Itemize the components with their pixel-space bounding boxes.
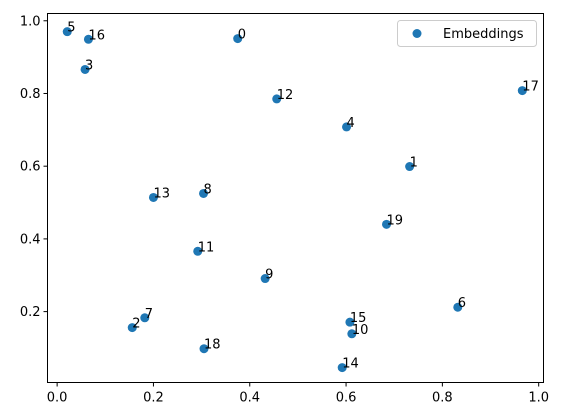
data-point-15 [345, 317, 355, 327]
point-label-16: 16 [88, 28, 105, 43]
y-tick-label: 0.6 [20, 160, 41, 175]
point-label-14: 14 [342, 357, 359, 372]
legend-marker [412, 29, 422, 38]
point-label-18: 18 [204, 338, 221, 353]
point-label-4: 4 [347, 116, 355, 131]
point-label-12: 12 [277, 88, 294, 103]
data-point-12 [272, 94, 282, 104]
data-point-5 [62, 27, 72, 37]
point-label-0: 0 [238, 28, 246, 43]
point-label-17: 17 [522, 80, 539, 95]
data-point-3 [80, 64, 90, 74]
plot-area [47, 13, 544, 383]
y-tick-label: 0.2 [20, 305, 41, 320]
point-label-9: 9 [265, 268, 273, 283]
point-label-15: 15 [350, 311, 367, 326]
data-point-9 [260, 274, 270, 284]
data-point-17 [517, 86, 527, 96]
data-point-0 [233, 34, 243, 44]
data-point-2 [127, 323, 137, 333]
data-point-14 [337, 363, 347, 373]
legend-label: Embeddings [443, 27, 524, 42]
data-point-19 [382, 219, 392, 229]
point-label-8: 8 [204, 182, 212, 197]
x-tick-label: 1.0 [528, 391, 549, 406]
point-label-7: 7 [145, 307, 153, 322]
x-axis-ticks: 0.0 0.2 0.4 0.6 0.8 1.0 [47, 382, 549, 406]
y-tick-label: 0.4 [20, 232, 41, 247]
y-tick-label: 1.0 [20, 14, 41, 29]
data-point-1 [405, 162, 415, 172]
data-point-6 [453, 302, 463, 312]
y-tick-label: 0.8 [20, 87, 41, 102]
x-tick-label: 0.6 [336, 391, 357, 406]
data-point-7 [140, 313, 150, 323]
x-tick-label: 0.8 [432, 391, 453, 406]
point-label-11: 11 [198, 240, 215, 255]
plot-frame [47, 13, 544, 383]
point-label-2: 2 [132, 317, 140, 332]
x-tick-label: 0.4 [239, 391, 260, 406]
data-point-4 [342, 122, 352, 132]
x-tick-label: 0.0 [47, 391, 68, 406]
legend-box [397, 20, 537, 47]
data-point-8 [199, 188, 209, 198]
point-label-1: 1 [410, 156, 418, 171]
point-label-6: 6 [458, 296, 466, 311]
point-label-5: 5 [67, 21, 75, 36]
y-axis-ticks: 0.2 0.4 0.6 0.8 1.0 [20, 14, 48, 320]
point-label-3: 3 [85, 58, 93, 73]
point-label-13: 13 [153, 186, 170, 201]
x-tick-label: 0.2 [143, 391, 164, 406]
data-points [62, 27, 527, 373]
legend: Embeddings [397, 20, 537, 47]
data-point-16 [83, 34, 93, 44]
point-label-19: 19 [387, 213, 404, 228]
data-point-10 [347, 329, 357, 339]
data-point-11 [193, 246, 203, 256]
data-point-18 [199, 344, 209, 354]
point-label-10: 10 [352, 323, 369, 338]
data-point-13 [148, 192, 158, 202]
